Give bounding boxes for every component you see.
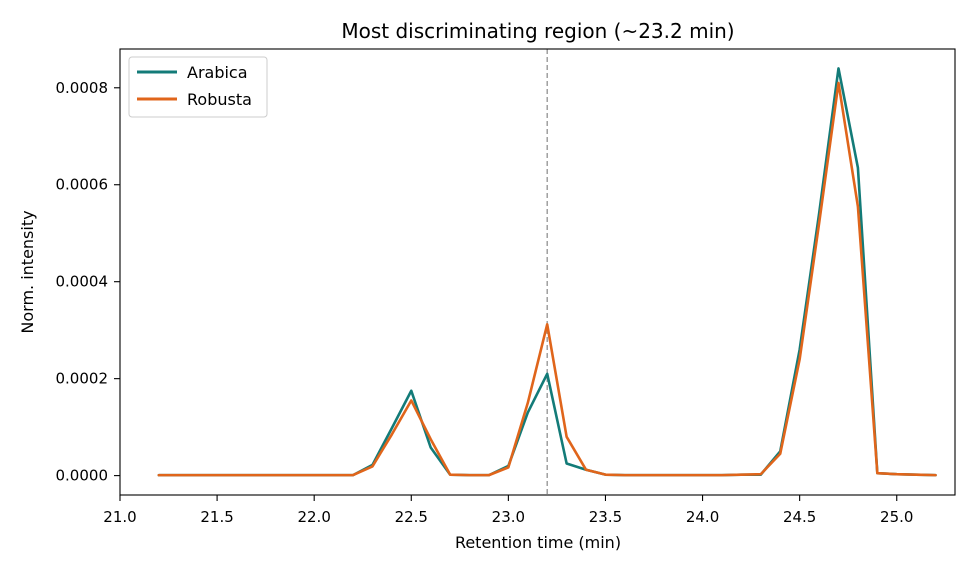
legend-label-arabica: Arabica	[187, 63, 248, 82]
x-axis: 21.0 21.5 22.0 22.5 23.0 23.5 24.0 24.5 25.0	[103, 495, 913, 526]
y-axis: 0.0000 0.0002 0.0004 0.0006 0.0008	[56, 79, 120, 485]
x-tick-label: 23.5	[589, 508, 622, 526]
y-axis-label: Norm. intensity	[18, 210, 37, 333]
y-tick-label: 0.0000	[56, 467, 109, 485]
chart-title: Most discriminating region (~23.2 min)	[341, 19, 734, 43]
x-tick-label: 24.5	[783, 508, 816, 526]
x-axis-label: Retention time (min)	[455, 533, 621, 552]
y-tick-label: 0.0004	[56, 273, 109, 291]
legend-label-robusta: Robusta	[187, 90, 252, 109]
x-tick-label: 22.5	[395, 508, 428, 526]
x-tick-label: 24.0	[686, 508, 719, 526]
x-tick-label: 25.0	[880, 508, 913, 526]
legend: Arabica Robusta	[128, 56, 268, 118]
y-tick-label: 0.0006	[56, 176, 109, 194]
x-tick-label: 21.0	[103, 508, 136, 526]
series-layer	[157, 67, 937, 477]
x-tick-label: 21.5	[200, 508, 233, 526]
x-tick-label: 23.0	[492, 508, 525, 526]
y-tick-label: 0.0002	[56, 370, 109, 388]
plot-frame	[119, 48, 956, 496]
y-tick-label: 0.0008	[56, 79, 109, 97]
x-tick-label: 22.0	[297, 508, 330, 526]
series-line-robusta	[157, 81, 937, 477]
